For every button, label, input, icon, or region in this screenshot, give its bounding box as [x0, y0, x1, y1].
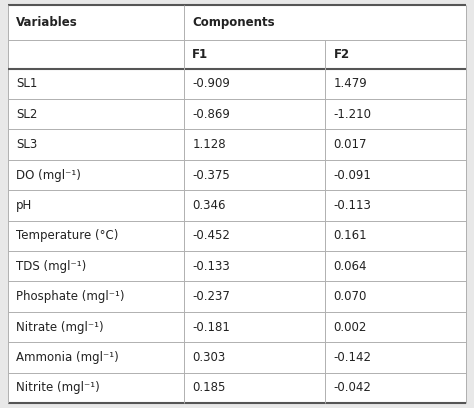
Text: pH: pH	[16, 199, 32, 212]
Text: DO (mgl⁻¹): DO (mgl⁻¹)	[16, 169, 81, 182]
Text: -0.869: -0.869	[192, 108, 230, 121]
Text: 1.479: 1.479	[333, 78, 367, 91]
Text: 1.128: 1.128	[192, 138, 226, 151]
Text: F2: F2	[333, 48, 349, 61]
Text: -0.091: -0.091	[333, 169, 371, 182]
Text: -0.181: -0.181	[192, 321, 230, 333]
Text: -0.142: -0.142	[333, 351, 372, 364]
Text: SL3: SL3	[16, 138, 37, 151]
Text: Nitrite (mgl⁻¹): Nitrite (mgl⁻¹)	[16, 381, 100, 394]
Text: -1.210: -1.210	[333, 108, 372, 121]
Text: -0.452: -0.452	[192, 229, 230, 242]
Text: 0.002: 0.002	[333, 321, 367, 333]
Text: 0.303: 0.303	[192, 351, 226, 364]
Text: -0.375: -0.375	[192, 169, 230, 182]
Text: Components: Components	[192, 16, 275, 29]
Text: 0.064: 0.064	[333, 260, 367, 273]
Text: -0.909: -0.909	[192, 78, 230, 91]
Text: F1: F1	[192, 48, 209, 61]
Text: Phosphate (mgl⁻¹): Phosphate (mgl⁻¹)	[16, 290, 125, 303]
Text: SL1: SL1	[16, 78, 37, 91]
Text: Ammonia (mgl⁻¹): Ammonia (mgl⁻¹)	[16, 351, 119, 364]
Text: SL2: SL2	[16, 108, 37, 121]
Text: -0.133: -0.133	[192, 260, 230, 273]
Text: 0.185: 0.185	[192, 381, 226, 394]
Text: Variables: Variables	[16, 16, 78, 29]
Text: Nitrate (mgl⁻¹): Nitrate (mgl⁻¹)	[16, 321, 104, 333]
Text: 0.070: 0.070	[333, 290, 367, 303]
Text: 0.161: 0.161	[333, 229, 367, 242]
Text: Temperature (°C): Temperature (°C)	[16, 229, 118, 242]
Text: -0.237: -0.237	[192, 290, 230, 303]
Text: TDS (mgl⁻¹): TDS (mgl⁻¹)	[16, 260, 86, 273]
Text: 0.346: 0.346	[192, 199, 226, 212]
Text: -0.042: -0.042	[333, 381, 371, 394]
Text: -0.113: -0.113	[333, 199, 371, 212]
Text: 0.017: 0.017	[333, 138, 367, 151]
